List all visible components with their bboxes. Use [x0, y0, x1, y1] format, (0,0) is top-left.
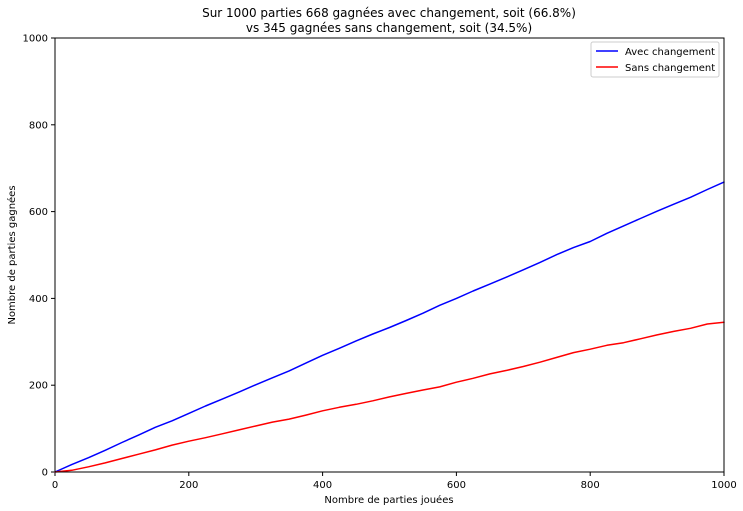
y-tick-label: 600 — [29, 207, 48, 218]
x-tick-label: 600 — [447, 480, 466, 491]
legend-label-sans: Sans changement — [625, 63, 715, 74]
legend: Avec changement Sans changement — [590, 41, 720, 78]
axis-ticks: 0 200 400 600 800 1000 0 200 400 600 800 1000 — [23, 34, 737, 492]
chart-subtitle: vs 345 gagnées sans changement, soit (34… — [246, 21, 532, 35]
y-tick-label: 200 — [29, 381, 48, 392]
legend-label-avec: Avec changement — [625, 47, 715, 58]
x-tick-label: 800 — [581, 480, 600, 491]
line-sans-changement — [54, 321, 725, 473]
x-tick-label: 1000 — [711, 480, 736, 491]
x-tick-label: 200 — [179, 480, 198, 491]
y-tick-label: 0 — [42, 468, 48, 479]
y-axis-label: Nombre de parties gagnées — [6, 185, 18, 324]
plot-frame — [54, 37, 725, 473]
y-tick-label: 800 — [29, 120, 48, 131]
y-tick-label: 1000 — [23, 34, 48, 45]
chart-title: Sur 1000 parties 668 gagnées avec change… — [202, 6, 576, 20]
x-axis-label: Nombre de parties jouées — [324, 494, 453, 506]
x-tick-label: 0 — [52, 480, 58, 491]
x-tick-label: 400 — [313, 480, 332, 491]
series-lines — [54, 181, 725, 473]
y-tick-label: 400 — [29, 294, 48, 305]
legend-box — [590, 41, 720, 78]
line-avec-changement — [54, 181, 725, 473]
